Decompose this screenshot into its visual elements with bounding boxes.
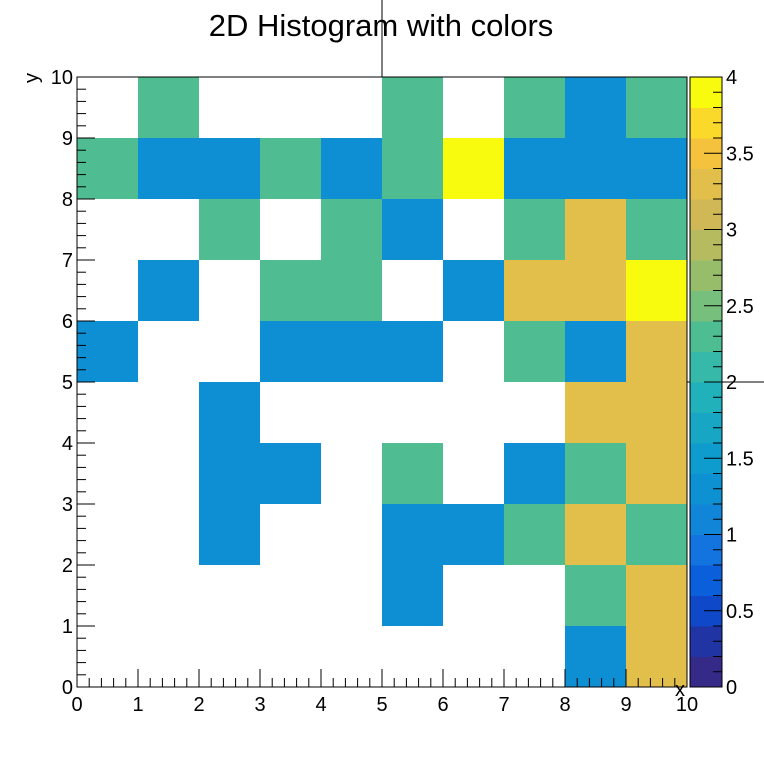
heatmap-cell [138,77,199,138]
x-axis: 0 1 2 3 4 5 6 7 8 9 10 [71,669,698,716]
y-tick-label: 0 [62,677,73,699]
y-tick-label: 5 [62,372,73,394]
heatmap-cell [565,321,626,382]
heatmap-cell [565,626,626,687]
x-tick-label: 4 [315,694,326,716]
y-tick-label: 4 [62,433,73,455]
y-axis-title: y [21,73,43,83]
y-tick-label: 10 [51,67,73,89]
y-tick-label: 1 [62,616,73,638]
x-tick-label: 9 [620,694,631,716]
heatmap-cell [565,77,626,138]
heatmap-cell [260,138,321,199]
heatmap-cell [565,382,626,443]
heatmap-cell [382,565,443,626]
heatmap-cell [382,138,443,199]
x-tick-label: 3 [254,694,265,716]
x-tick-label: 5 [376,694,387,716]
heatmap-cell [321,321,382,382]
x-tick-label: 1 [132,694,143,716]
heatmap-cell [199,504,260,565]
heatmap-cell [504,260,565,321]
heatmap-cell [626,199,687,260]
heatmap-cell [565,138,626,199]
heatmap-cell [504,504,565,565]
x-axis-title: x [675,679,685,701]
color-scale: 0 0.5 1 1.5 2 2.5 3 3.5 4 [689,67,754,699]
heatmap-cell [260,260,321,321]
heatmap-cell [626,443,687,504]
heatmap-cell [626,260,687,321]
y-tick-label: 8 [62,189,73,211]
heatmap-cell [626,138,687,199]
heatmap-cell [382,443,443,504]
y-tick-label: 3 [62,494,73,516]
heatmap-cells [77,77,687,687]
colorbar-tick-label: 1 [726,525,737,547]
heatmap-cell [504,443,565,504]
heatmap-cell [382,504,443,565]
heatmap-cell [626,626,687,687]
heatmap-cell [260,321,321,382]
x-tick-label: 10 [676,694,698,716]
heatmap-cell [565,260,626,321]
colorbar-tick-label: 2.5 [726,296,754,318]
heatmap-cell [504,199,565,260]
heatmap-cell [565,504,626,565]
heatmap-cell [504,321,565,382]
heatmap-cell [443,138,504,199]
y-tick-label: 7 [62,250,73,272]
colorbar-tick-label: 0.5 [726,601,754,623]
heatmap-cell [504,77,565,138]
heatmap-cell [626,565,687,626]
colorbar-tick-label: 3.5 [726,143,754,165]
x-tick-label: 0 [71,694,82,716]
heatmap-cell [199,199,260,260]
heatmap-cell [382,77,443,138]
heatmap-cell [77,321,138,382]
heatmap-cell [321,260,382,321]
heatmap-cell [443,260,504,321]
heatmap-cell [382,321,443,382]
colorbar-tick-label: 1.5 [726,448,754,470]
y-axis: 0 1 2 3 4 5 6 7 8 9 10 [51,67,95,699]
heatmap-cell [321,199,382,260]
heatmap-cell [199,138,260,199]
x-tick-label: 7 [498,694,509,716]
heatmap-cell [565,199,626,260]
heatmap-cell [321,138,382,199]
heatmap-cell [199,443,260,504]
heatmap-cell [199,382,260,443]
heatmap-cell [138,138,199,199]
x-tick-label: 2 [193,694,204,716]
y-tick-label: 2 [62,555,73,577]
y-tick-label: 9 [62,128,73,150]
chart-title: 2D Histogram with colors [209,8,554,43]
colorbar-tick-label: 4 [726,67,737,89]
heatmap-cell [443,504,504,565]
heatmap-cell [626,77,687,138]
colorbar-tick-label: 3 [726,220,737,242]
heatmap-cell [77,138,138,199]
colorbar-tick-label: 2 [726,372,737,394]
heatmap-cell [626,321,687,382]
colorbar-tick-label: 0 [726,677,737,699]
heatmap-cell [626,382,687,443]
heatmap-cell [138,260,199,321]
x-tick-label: 8 [559,694,570,716]
y-tick-label: 6 [62,311,73,333]
heatmap-cell [565,443,626,504]
heatmap-cell [565,565,626,626]
heatmap-cell [626,504,687,565]
x-tick-label: 6 [437,694,448,716]
heatmap-cell [382,199,443,260]
heatmap-cell [504,138,565,199]
heatmap-cell [260,443,321,504]
